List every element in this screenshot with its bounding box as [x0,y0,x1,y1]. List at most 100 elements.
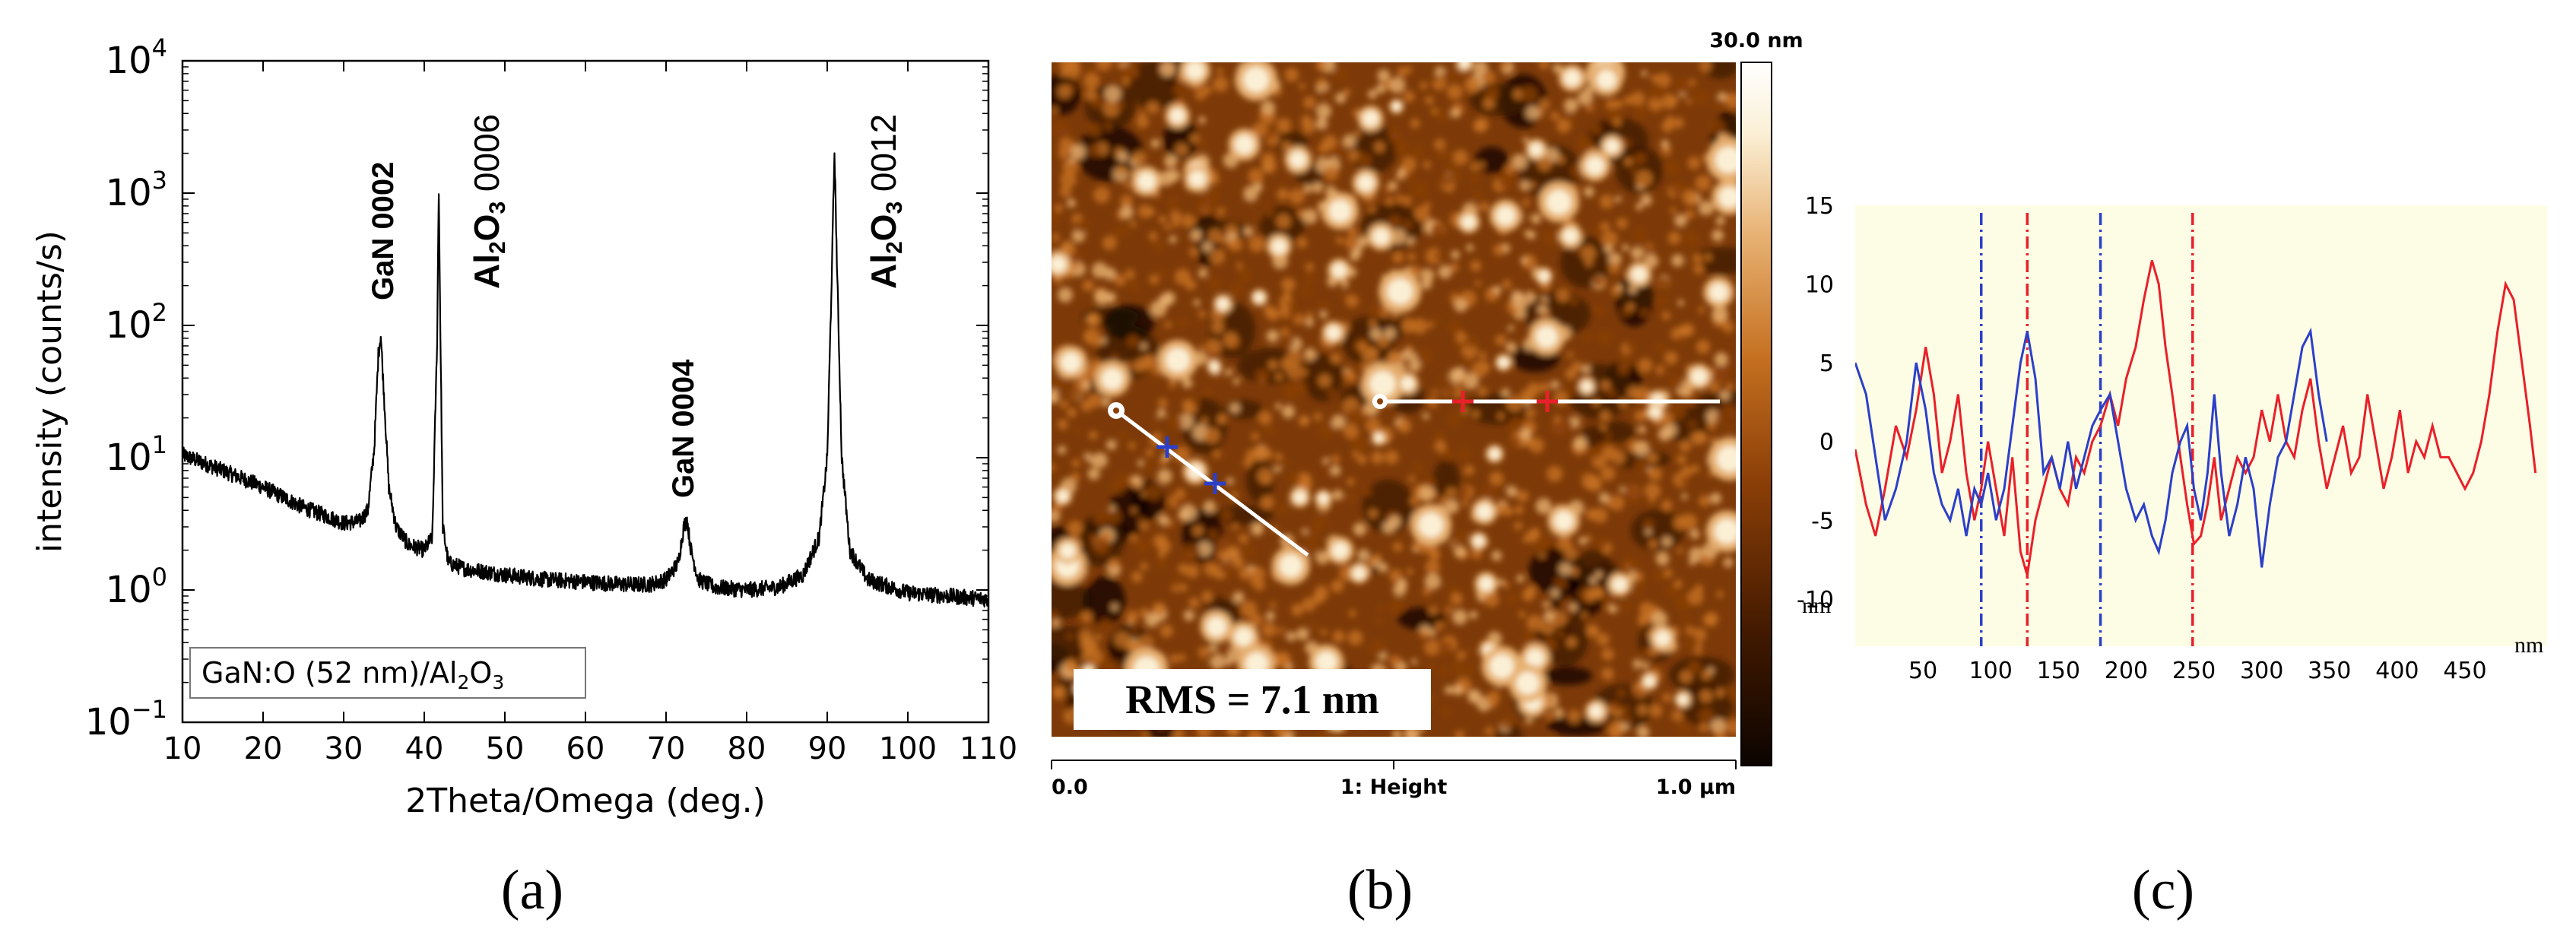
afm-grain [1713,98,1724,109]
afm-grain [1660,412,1674,426]
afm-grain [1424,639,1441,656]
afm-grain [1458,447,1470,461]
afm-grain [1596,633,1610,646]
afm-grain [1600,667,1614,680]
afm-grain [1592,276,1603,287]
afm-grain [1466,243,1474,252]
afm-grain [1151,418,1159,427]
afm-bright-core [1585,156,1604,176]
afm-grain [1444,68,1457,81]
panel-b-caption: (b) [1347,859,1413,921]
afm-grain [1334,92,1347,104]
afm-grain [1213,450,1221,458]
afm-dark-pit [1163,118,1198,160]
afm-grain [1366,556,1376,565]
afm-grain [1269,601,1277,608]
afm-grain [1531,528,1540,538]
afm-grain [1489,471,1504,486]
afm-grain [1289,188,1305,205]
afm-bright-core [1279,554,1302,578]
afm-bright-core [1353,566,1366,580]
afm-grain [1710,436,1718,444]
afm-grain [1569,566,1580,577]
afm-grain [1178,509,1189,521]
afm-grain [1382,521,1396,534]
afm-grain [1420,630,1429,639]
afm-grain [1491,550,1502,561]
afm-grain [1303,184,1312,194]
afm-grain [1331,414,1346,430]
afm-grain [1597,330,1613,346]
afm-grain [1265,450,1274,458]
panel-a-xrd-chart: 10 20 30 40 50 60 70 80 90 100 110 104 103 102 101 100… [30,33,1017,921]
afm-grain [1217,417,1225,424]
afm-grain [1198,116,1207,124]
afm-grain [1347,477,1355,486]
afm-grain [1059,400,1068,409]
afm-grain [1599,194,1614,209]
afm-grain [1632,659,1642,669]
afm-bright-core [1632,267,1647,282]
afm-grain [1679,439,1692,452]
afm-grain [1522,198,1531,207]
afm-grain [1239,567,1252,580]
afm-grain [1274,403,1282,410]
afm-grain [1675,78,1692,94]
afm-grain [1131,474,1143,486]
afm-grain [1455,331,1467,344]
panel-a-peak-label-al2o3-0012: Al2O3 0012 [864,114,907,289]
afm-grain [1370,328,1382,340]
afm-grain [1565,367,1578,380]
afm-bright-core [1691,369,1707,385]
afm-grain [1600,466,1616,481]
afm-grain [1066,633,1074,640]
afm-grain [1102,398,1112,408]
panel-a-x-tick-label: 70 [647,731,686,766]
afm-grain [1084,88,1097,101]
afm-grain [1554,708,1564,718]
afm-grain [1152,601,1166,616]
afm-grain [1203,500,1217,513]
afm-grain [1438,666,1449,677]
afm-grain [1423,160,1431,169]
afm-grain [1721,403,1736,420]
afm-grain [1645,246,1654,255]
afm-grain [1207,228,1223,243]
afm-grain [1319,311,1328,319]
afm-grain [1516,574,1524,583]
afm-grain [1331,579,1344,593]
afm-grain [1066,386,1082,402]
afm-bright-core [1547,189,1572,214]
afm-grain [1456,531,1467,542]
afm-grain [1531,213,1541,224]
panel-a-x-tick-label: 10 [163,731,202,766]
afm-grain [1685,639,1695,649]
afm-grain [1408,360,1421,373]
afm-bright-core [1644,675,1655,687]
afm-grain [1286,363,1302,379]
afm-grain [1707,617,1717,627]
afm-grain [1347,630,1363,645]
afm-grain [1206,338,1223,355]
afm-grain [1648,539,1658,549]
afm-grain [1663,423,1677,437]
afm-grain [1286,350,1302,366]
panel-c-plot-background [1855,205,2547,646]
afm-grain [1199,344,1206,351]
afm-grain [1146,484,1163,500]
afm-grain [1461,500,1469,507]
afm-grain [1563,382,1579,397]
afm-grain [1600,221,1610,232]
afm-grain [1645,528,1652,535]
afm-grain [1687,588,1704,605]
afm-grain [1171,585,1179,593]
afm-grain [1340,290,1348,299]
afm-grain [1535,498,1552,515]
afm-bright-core [1516,671,1540,695]
afm-grain [1401,318,1416,334]
afm-grain [1632,228,1647,243]
afm-bright-core [1715,147,1736,173]
afm-grain [1094,512,1108,526]
afm-grain [1177,413,1194,430]
